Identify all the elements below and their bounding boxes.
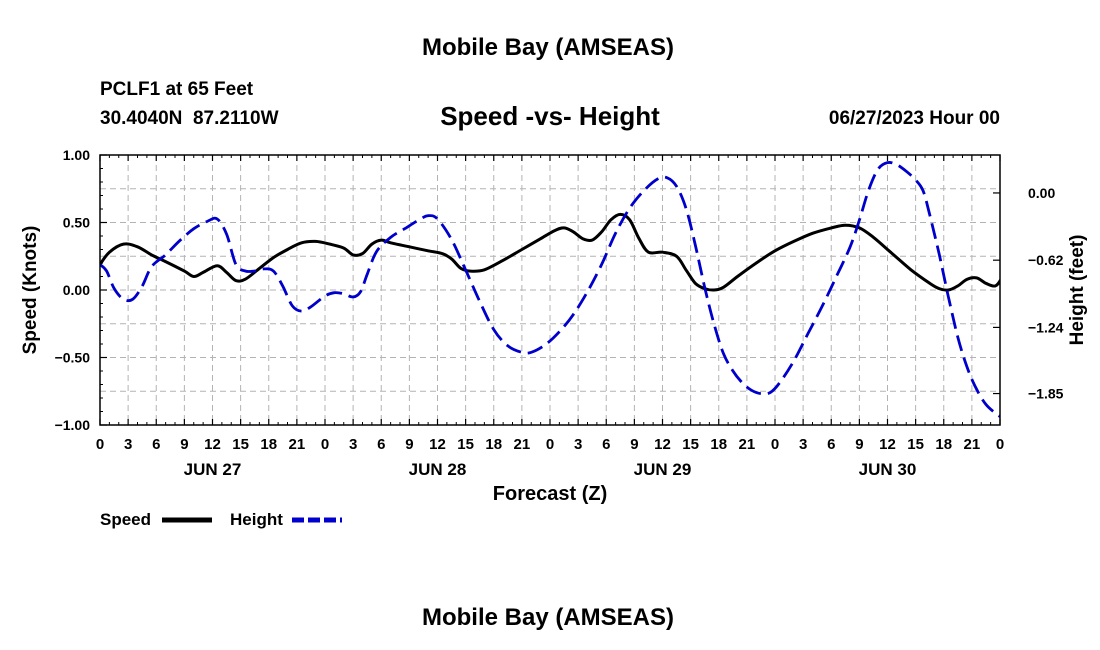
x-tick-label: 15 (232, 436, 249, 453)
grid-lines (100, 155, 1000, 425)
x-tick-label: 9 (630, 436, 638, 453)
x-tick-label: 12 (879, 436, 896, 453)
x-tick-label: 18 (710, 436, 727, 453)
y-left-tick-label: 0.50 (63, 215, 90, 231)
series-line-height (100, 161, 1000, 419)
x-axis-label: Forecast (Z) (493, 483, 607, 505)
y-axis-label-right: Height (feet) (1067, 235, 1088, 346)
y-right-tick-label: −1.85 (1028, 386, 1064, 402)
x-tick-label: 21 (964, 436, 981, 453)
x-tick-label: 21 (739, 436, 756, 453)
y-left-tick-label: −1.00 (55, 417, 91, 433)
x-tick-label: 9 (405, 436, 413, 453)
x-tick-label: 3 (574, 436, 582, 453)
x-tick-label: 21 (514, 436, 531, 453)
x-tick-label: 21 (289, 436, 306, 453)
legend: Speed Height (100, 510, 342, 529)
x-tick-label: 0 (771, 436, 779, 453)
day-label: JUN 27 (184, 460, 242, 479)
x-tick-label: 0 (321, 436, 329, 453)
day-label: JUN 29 (634, 460, 692, 479)
y-axis-label-left: Speed (Knots) (20, 226, 41, 355)
x-tick-label: 3 (124, 436, 132, 453)
legend-speed-label: Speed (100, 510, 151, 529)
x-tick-label: 6 (602, 436, 610, 453)
legend-height-label: Height (230, 510, 283, 529)
x-tick-label: 15 (682, 436, 699, 453)
x-tick-label: 3 (349, 436, 357, 453)
y-left-tick-label: 1.00 (63, 147, 90, 163)
run-datetime: 06/27/2023 Hour 00 (829, 108, 1000, 129)
x-tick-label: 18 (935, 436, 952, 453)
x-tick-label: 12 (204, 436, 221, 453)
station-name: PCLF1 at 65 Feet (100, 79, 254, 100)
x-tick-label: 3 (799, 436, 807, 453)
chart-title: Speed -vs- Height (440, 101, 660, 131)
y-right-tick-label: 0.00 (1028, 185, 1055, 201)
series-line-speed (100, 212, 1000, 292)
x-tick-label: 15 (907, 436, 924, 453)
x-tick-label: 12 (654, 436, 671, 453)
x-tick-label: 6 (152, 436, 160, 453)
x-tick-label: 0 (546, 436, 554, 453)
x-tick-label: 0 (996, 436, 1004, 453)
footer-title: Mobile Bay (AMSEAS) (422, 604, 674, 631)
y-right-tick-label: −0.62 (1028, 252, 1064, 268)
x-tick-label: 9 (180, 436, 188, 453)
x-tick-label: 12 (429, 436, 446, 453)
series-layer (100, 161, 1000, 419)
x-tick-label: 15 (457, 436, 474, 453)
x-tick-label: 18 (485, 436, 502, 453)
station-coords: 30.4040N 87.2110W (100, 108, 279, 129)
axes: 0 3 6 9 12 15 18 21 0 3 6 9 12 15 18 21 0 3 6 9 12 15 18 21 0 3 6 9… (55, 147, 1064, 479)
day-label: JUN 28 (409, 460, 467, 479)
x-tick-label: 0 (96, 436, 104, 453)
y-left-tick-label: −0.50 (55, 350, 91, 366)
y-left-tick-label: 0.00 (63, 282, 90, 298)
page-title: Mobile Bay (AMSEAS) (422, 34, 674, 61)
x-tick-label: 6 (377, 436, 385, 453)
y-right-tick-label: −1.24 (1028, 319, 1064, 335)
x-tick-label: 18 (260, 436, 277, 453)
x-tick-label: 9 (855, 436, 863, 453)
day-label: JUN 30 (859, 460, 917, 479)
x-tick-label: 6 (827, 436, 835, 453)
